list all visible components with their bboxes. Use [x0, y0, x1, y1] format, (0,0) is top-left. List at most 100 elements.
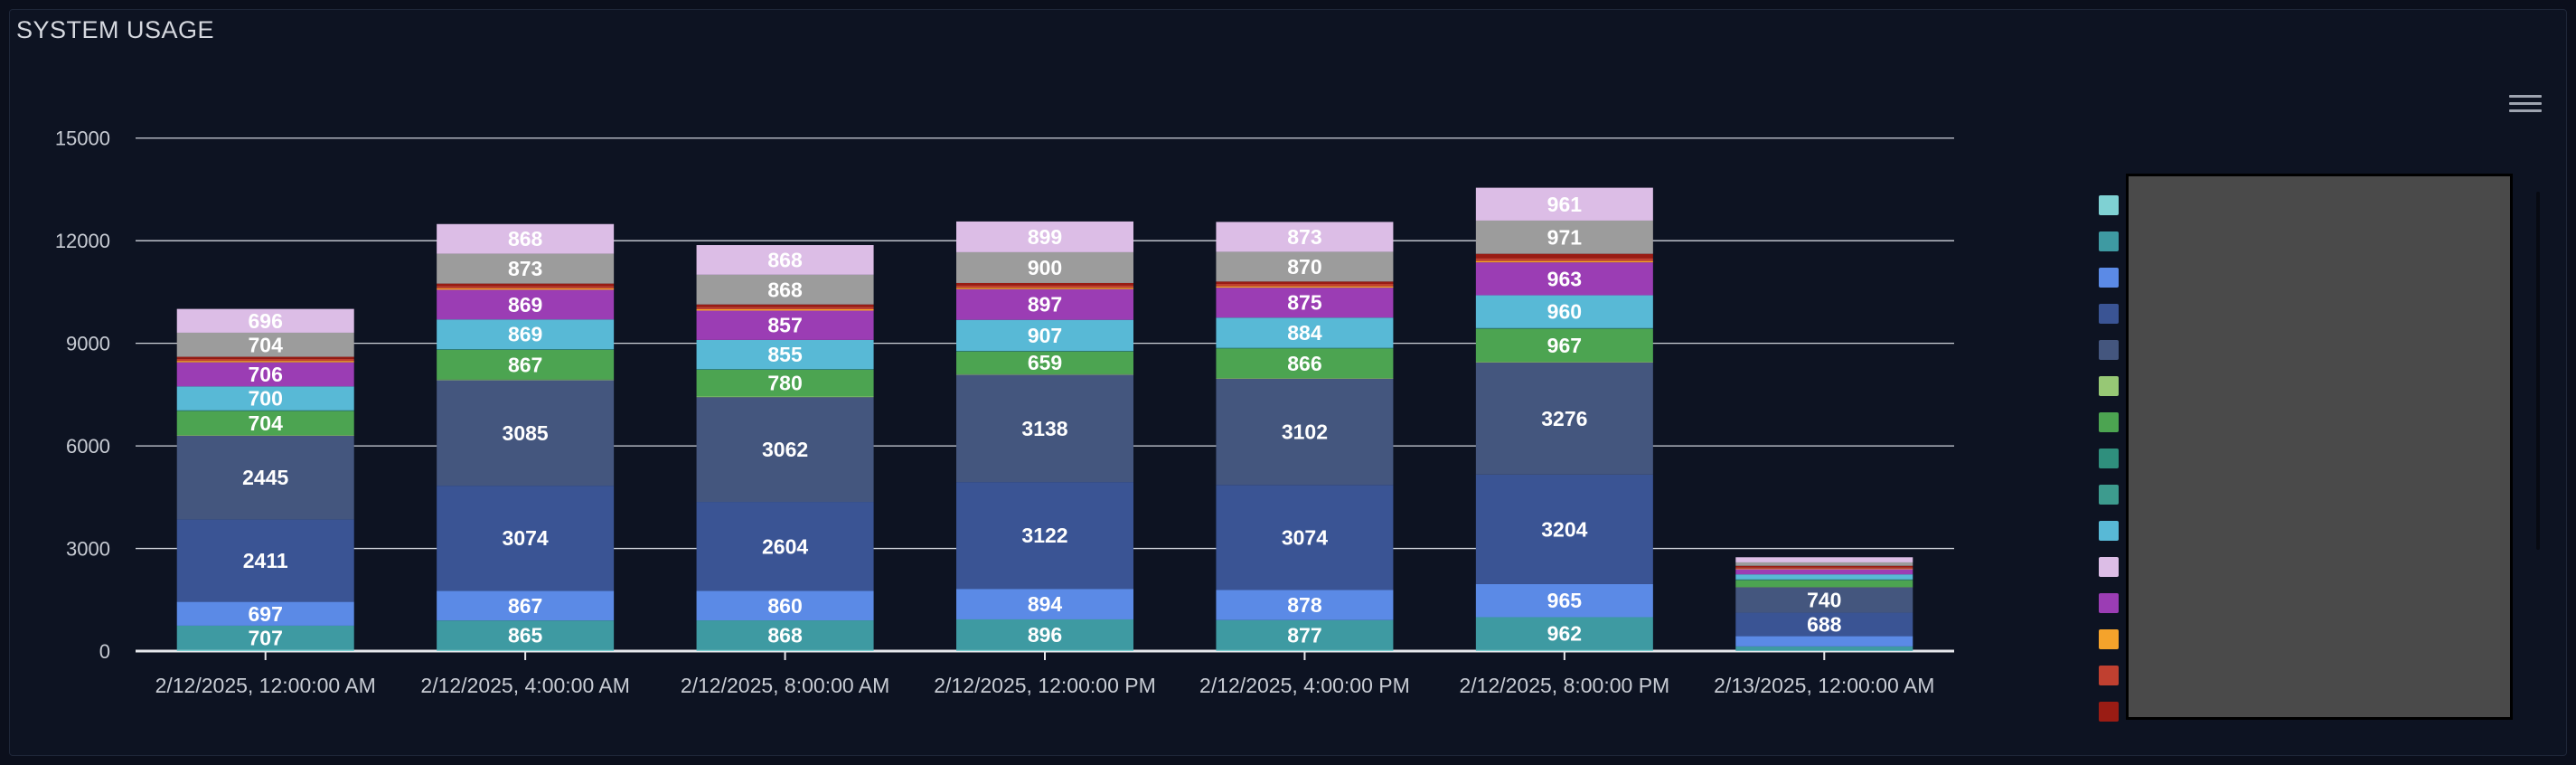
bar-segment — [437, 286, 615, 288]
legend-swatch[interactable] — [2099, 629, 2119, 649]
x-tick-label: 2/12/2025, 12:00:00 AM — [155, 674, 376, 697]
bar-segment — [437, 620, 615, 650]
bar-segment — [1735, 612, 1913, 637]
bar-segment — [1735, 580, 1913, 588]
bar-segment — [176, 358, 354, 362]
bar-segment — [176, 386, 354, 411]
bar-segment — [437, 289, 615, 320]
data-label: 907 — [1028, 324, 1062, 347]
bar-segment — [1216, 348, 1394, 379]
bar-segment — [696, 620, 874, 650]
data-label: 704 — [249, 333, 284, 356]
y-tick-label: 6000 — [66, 435, 110, 458]
bar-segment — [696, 396, 874, 398]
bar-segment — [696, 310, 874, 340]
y-tick-label: 12000 — [55, 230, 110, 252]
bar-segment — [1475, 362, 1653, 475]
data-label: 866 — [1287, 352, 1321, 375]
bar-segment — [1475, 262, 1653, 296]
legend-scrollbar[interactable] — [2536, 192, 2540, 550]
data-label: 967 — [1547, 334, 1582, 357]
data-label: 3102 — [1282, 420, 1328, 444]
bar-segment — [956, 282, 1133, 286]
data-label: 894 — [1028, 592, 1063, 616]
bar-segment — [1216, 317, 1394, 348]
bar-segment — [956, 221, 1133, 252]
bar-segment — [176, 435, 354, 520]
bar-segment — [1216, 288, 1394, 318]
x-tick-label: 2/12/2025, 8:00:00 AM — [681, 674, 889, 697]
bar-segment — [1735, 646, 1913, 651]
data-label: 971 — [1547, 225, 1583, 249]
data-label: 3085 — [503, 421, 549, 445]
bar-segment — [1735, 562, 1913, 566]
bar-segment — [1216, 222, 1394, 252]
data-label: 873 — [1287, 225, 1321, 249]
legend-swatch[interactable] — [2099, 557, 2119, 577]
bar-segment — [1216, 283, 1394, 287]
data-label: 3074 — [1282, 525, 1328, 549]
bar-segment — [1475, 617, 1653, 650]
bar-segment — [1735, 557, 1913, 562]
bar-segment — [1216, 378, 1394, 379]
data-label: 3138 — [1021, 417, 1067, 440]
legend-swatch[interactable] — [2099, 666, 2119, 685]
bar-segment — [437, 223, 615, 254]
data-label: 868 — [767, 278, 803, 301]
legend-swatch[interactable] — [2099, 412, 2119, 432]
data-label: 867 — [508, 594, 542, 618]
data-label: 962 — [1547, 622, 1582, 646]
legend-swatch[interactable] — [2099, 702, 2119, 722]
bar-segment — [176, 361, 354, 363]
legend-swatch[interactable] — [2099, 593, 2119, 613]
bar-segment — [176, 601, 354, 626]
bar-segment — [1216, 619, 1394, 650]
data-label: 3276 — [1541, 407, 1587, 430]
bar-segment — [176, 308, 354, 333]
x-tick-label: 2/13/2025, 12:00:00 AM — [1714, 674, 1934, 697]
legend-swatch[interactable] — [2099, 340, 2119, 360]
data-label: 870 — [1287, 255, 1321, 279]
data-label: 960 — [1547, 300, 1582, 324]
hamburger-menu-icon[interactable] — [2509, 90, 2542, 118]
bar-segment — [696, 369, 874, 397]
bar-segment — [437, 380, 615, 486]
y-tick-label: 15000 — [55, 128, 110, 150]
legend-swatch[interactable] — [2099, 376, 2119, 396]
legend-swatch[interactable] — [2099, 449, 2119, 468]
bar-segment — [956, 288, 1133, 320]
bar-segment — [1216, 286, 1394, 288]
x-tick-label: 2/12/2025, 4:00:00 AM — [420, 674, 629, 697]
bar-segment — [1735, 650, 1913, 651]
data-label: 873 — [508, 257, 542, 280]
data-label: 659 — [1028, 351, 1062, 374]
bar-segment — [1216, 649, 1394, 651]
legend-swatch[interactable] — [2099, 268, 2119, 288]
bar-segment — [1475, 260, 1653, 263]
bar-segment — [956, 285, 1133, 288]
bar-segment — [176, 435, 354, 436]
bar-segment — [1735, 565, 1913, 568]
data-label: 706 — [249, 363, 283, 386]
bar-segment — [437, 486, 615, 591]
bar-segment — [696, 304, 874, 307]
x-tick-label: 2/12/2025, 4:00:00 PM — [1199, 674, 1410, 697]
bar-segment — [437, 379, 615, 381]
legend-swatch[interactable] — [2099, 195, 2119, 215]
bar-segment — [696, 590, 874, 621]
bar-segment — [176, 362, 354, 387]
bar-segment — [1475, 474, 1653, 584]
data-label: 3122 — [1021, 524, 1067, 547]
legend-swatch[interactable] — [2099, 304, 2119, 324]
chart-title: SYSTEM USAGE — [16, 16, 215, 43]
bar-segment — [437, 349, 615, 380]
legend-swatch[interactable] — [2099, 521, 2119, 541]
bar-segment — [1216, 281, 1394, 284]
legend-swatch[interactable] — [2099, 485, 2119, 505]
data-label: 707 — [249, 626, 283, 649]
legend-swatch[interactable] — [2099, 231, 2119, 251]
bar-segment — [956, 288, 1133, 289]
bar-segment — [696, 649, 874, 651]
y-tick-label: 3000 — [66, 538, 110, 561]
